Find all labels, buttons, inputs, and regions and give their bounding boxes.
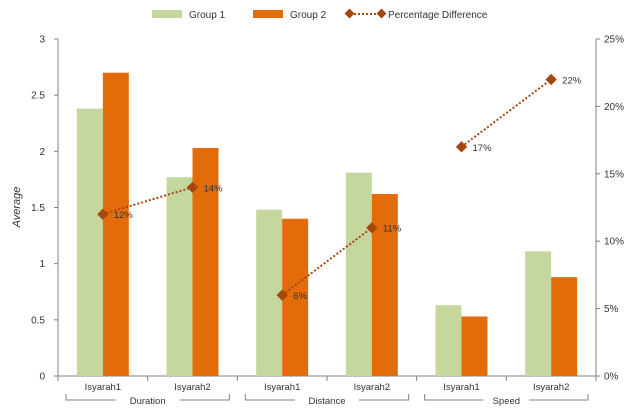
percentage-difference-label: 22% bbox=[562, 75, 582, 86]
bar-group-2-5 bbox=[461, 316, 488, 376]
percentage-difference-segment bbox=[460, 78, 552, 148]
legend: Group 1 Group 2 Percentage Difference bbox=[152, 8, 488, 21]
axes: 0 0.5 1 1.5 2 2.5 3 0% 5% 10% 15% 20% 25% bbox=[31, 35, 624, 383]
y-tick-label: 1.5 bbox=[31, 203, 45, 214]
y-tick-label: 2 bbox=[39, 147, 45, 158]
bar-group-2-2 bbox=[192, 147, 219, 376]
y-tick-label: 0 bbox=[39, 372, 45, 383]
group-bracket-distance bbox=[244, 394, 410, 401]
y2-tick-label: 20% bbox=[604, 102, 624, 113]
category-labels: Isyarah1 Isyarah2 Isyarah1 Isyarah2 Isyarah1… bbox=[65, 382, 589, 407]
y2-tick-label: 15% bbox=[604, 169, 624, 180]
bar-group-1-4 bbox=[345, 172, 372, 376]
bar-group-2-1 bbox=[102, 72, 129, 376]
group-bracket-duration bbox=[65, 394, 230, 401]
percentage-difference-label: 17% bbox=[473, 143, 493, 154]
x-tick-label: Isyarah1 bbox=[443, 382, 479, 393]
y-tick-label: 1 bbox=[39, 259, 45, 270]
x-tick-label: Isyarah2 bbox=[354, 382, 390, 393]
group-label-distance: Distance bbox=[309, 396, 346, 407]
x-tick-label: Isyarah1 bbox=[85, 382, 121, 393]
y-tick-label: 0.5 bbox=[31, 315, 45, 326]
bar-group-2-6 bbox=[551, 277, 578, 376]
bars bbox=[76, 72, 578, 376]
group-bracket-speed bbox=[424, 394, 589, 401]
bar-group-1-2 bbox=[166, 177, 193, 376]
group-label-duration: Duration bbox=[130, 396, 166, 407]
y2-tick-label: 0% bbox=[604, 372, 619, 383]
bar-group-1-3 bbox=[256, 209, 283, 376]
y-axis-label: Average bbox=[11, 187, 23, 229]
y2-tick-label: 5% bbox=[604, 304, 619, 315]
y2-tick-label: 10% bbox=[604, 237, 624, 248]
bar-group-2-4 bbox=[371, 194, 398, 376]
line-series: 12% 14% 6% 11% 17% 22% bbox=[97, 73, 582, 302]
legend-label-group-2: Group 2 bbox=[290, 10, 327, 21]
legend-label-percentage-difference: Percentage Difference bbox=[388, 10, 488, 21]
x-tick-label: Isyarah2 bbox=[174, 382, 210, 393]
percentage-difference-label: 6% bbox=[293, 291, 307, 302]
x-tick-label: Isyarah1 bbox=[264, 382, 300, 393]
x-tick-label: Isyarah2 bbox=[533, 382, 569, 393]
percentage-difference-segment bbox=[281, 226, 373, 296]
percentage-difference-label: 11% bbox=[383, 224, 402, 235]
group-label-speed: Speed bbox=[493, 396, 520, 407]
percentage-difference-point-3 bbox=[276, 289, 288, 301]
percentage-difference-label: 14% bbox=[204, 183, 224, 194]
percentage-difference-point-4 bbox=[366, 222, 378, 234]
bar-group-1-1 bbox=[76, 108, 103, 376]
y-tick-label: 3 bbox=[39, 35, 45, 46]
bar-group-1-5 bbox=[435, 305, 462, 376]
percentage-difference-point-2 bbox=[186, 181, 199, 193]
y2-tick-label: 25% bbox=[604, 35, 624, 46]
legend-swatch-group-1 bbox=[152, 10, 182, 18]
legend-marker-percentage-difference-right bbox=[376, 8, 387, 19]
legend-swatch-group-2 bbox=[253, 10, 283, 18]
percentage-difference-point-5 bbox=[455, 141, 468, 153]
percentage-difference-label: 12% bbox=[114, 210, 134, 221]
y-tick-label: 2.5 bbox=[31, 91, 45, 102]
legend-marker-percentage-difference-left bbox=[344, 8, 355, 19]
percentage-difference-point-6 bbox=[545, 73, 557, 86]
bar-group-1-6 bbox=[525, 251, 552, 376]
legend-label-group-1: Group 1 bbox=[189, 10, 226, 21]
bar-group-2-3 bbox=[282, 218, 309, 376]
